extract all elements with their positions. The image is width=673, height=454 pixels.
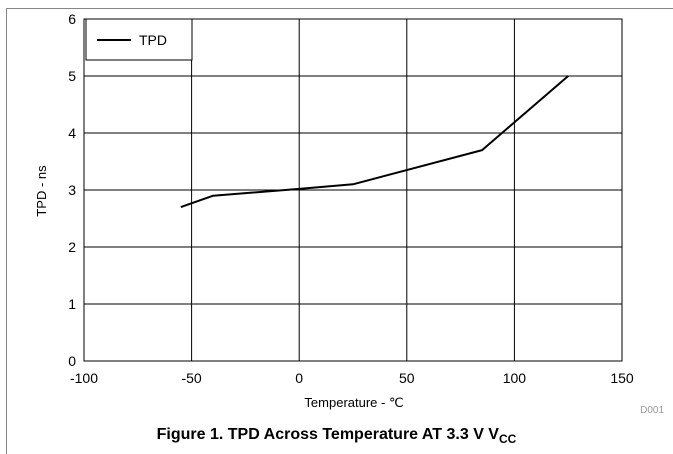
y-tick-label: 4: [68, 125, 76, 141]
x-tick-label: 150: [610, 370, 634, 386]
x-tick-label: 0: [295, 370, 303, 386]
figure-code: D001: [640, 405, 664, 416]
figure-caption: Figure 1. TPD Across Temperature AT 3.3 …: [0, 426, 673, 446]
series-line-tpd: [180, 75, 569, 209]
grid-lines: [83, 18, 623, 362]
plot-area-border: [83, 18, 623, 362]
frame-left-border: [6, 8, 7, 454]
legend-label-tpd: TPD: [139, 32, 167, 48]
data-series: [180, 75, 569, 209]
y-tick-labels: 0 1 2 3 4 5 6: [68, 11, 76, 369]
y-tick-label: 1: [68, 296, 76, 312]
x-tick-label: 100: [503, 370, 527, 386]
legend: TPD: [85, 18, 193, 61]
caption-subscript: CC: [498, 432, 517, 447]
frame-top-border: [6, 8, 673, 9]
x-tick-labels: -100 -50 0 50 100 150: [70, 370, 634, 386]
y-tick-label: 6: [68, 11, 76, 27]
x-tick-label: -50: [181, 370, 201, 386]
y-tick-label: 3: [68, 182, 76, 198]
x-tick-label: 50: [399, 370, 415, 386]
x-axis-label: Temperature - ℃: [304, 395, 403, 410]
y-tick-label: 2: [68, 239, 76, 255]
x-tick-label: -100: [70, 370, 98, 386]
caption-text: Figure 1. TPD Across Temperature AT 3.3 …: [156, 426, 499, 443]
y-tick-label: 0: [68, 353, 76, 369]
y-axis-label: TPD - ns: [34, 165, 49, 217]
y-tick-label: 5: [68, 68, 76, 84]
